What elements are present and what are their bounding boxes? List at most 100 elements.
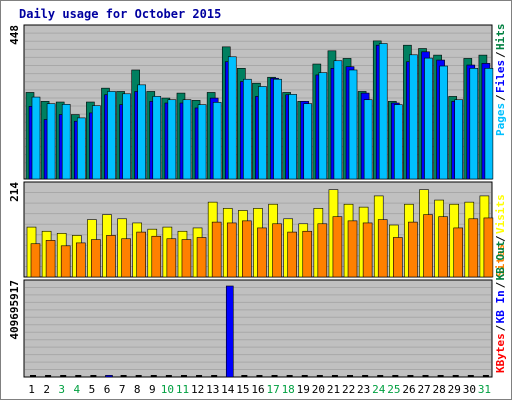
sites-bar (151, 235, 162, 278)
kb-baseline-mark (377, 375, 384, 377)
x-tick-label: 10 (161, 383, 174, 396)
sites-bar (377, 219, 388, 278)
pages-bar (92, 105, 101, 180)
legend-1-item: Pages (494, 103, 507, 136)
x-tick-label: 29 (448, 383, 461, 396)
legend-separator: / (494, 51, 507, 58)
x-tick-label: 26 (402, 383, 415, 396)
sites-bar (30, 243, 41, 278)
x-tick-label: 19 (297, 383, 310, 396)
kb-baseline-mark (362, 375, 369, 377)
chart-title: Daily usage for October 2015 (19, 7, 222, 21)
pages-bar (167, 99, 177, 180)
kb-baseline-mark (75, 375, 82, 377)
x-tick-label: 11 (176, 383, 189, 396)
x-tick-label: 21 (327, 383, 340, 396)
x-tick-label: 20 (312, 383, 325, 396)
legend-2-item: Sites (494, 244, 507, 277)
legend-separator: / (494, 281, 507, 288)
sites-bar (106, 235, 116, 278)
x-tick-label: 2 (43, 383, 50, 396)
sites-bar (60, 245, 71, 278)
kb-baseline-mark (482, 375, 489, 377)
sites-bar (483, 217, 494, 278)
kb-baseline-mark (165, 375, 172, 377)
legend-3-item: KB In (494, 290, 507, 323)
sites-bar (75, 242, 86, 278)
pages-bar (197, 104, 207, 180)
legend-1-item: Hits (494, 24, 507, 51)
sites-bar (453, 227, 464, 278)
pages-bar (424, 57, 433, 180)
pages-bar (31, 96, 41, 180)
x-tick-label: 15 (236, 383, 249, 396)
panel-1-max-label: 448 (8, 25, 21, 45)
x-tick-label: 12 (191, 383, 204, 396)
kb-baseline-mark (316, 375, 323, 377)
pages-bar (439, 65, 448, 180)
kb-baseline-mark (467, 375, 474, 377)
pages-bar (61, 104, 71, 180)
sites-bar (91, 239, 101, 278)
x-tick-label: 25 (387, 383, 400, 396)
sites-bar (242, 220, 252, 278)
pages-bar (182, 99, 192, 180)
kb-baseline-mark (45, 375, 52, 377)
kb-baseline-mark (256, 375, 263, 377)
sites-bar (317, 223, 328, 278)
x-tick-label: 7 (119, 383, 126, 396)
kb-baseline-mark (347, 375, 354, 377)
pages-bar (318, 72, 328, 180)
sites-bar (468, 218, 479, 278)
legend-3-item: KBytes (494, 333, 507, 373)
sites-bar (302, 230, 313, 278)
sites-bar (257, 227, 267, 278)
x-tick-label: 5 (89, 383, 96, 396)
x-tick-label: 30 (463, 383, 476, 396)
pages-bar (46, 103, 56, 180)
x-tick-label: 31 (478, 383, 491, 396)
x-tick-label: 22 (342, 383, 355, 396)
kb-baseline-mark (331, 375, 338, 377)
legend-separator: / (494, 94, 507, 101)
panel-2-max-label: 214 (8, 182, 21, 202)
x-tick-label: 4 (74, 383, 81, 396)
kb-baseline-mark (180, 375, 187, 377)
kb-baseline-mark (196, 375, 203, 377)
sites-bar (332, 216, 343, 278)
x-tick-label: 3 (58, 383, 65, 396)
sites-bar (393, 237, 403, 278)
pages-bar (333, 60, 343, 180)
kb-baseline-mark (90, 375, 97, 377)
pages-bar (122, 93, 131, 180)
sites-bar (166, 238, 177, 278)
sites-bar (121, 238, 131, 278)
kb-baseline-mark (271, 375, 278, 377)
x-tick-label: 14 (221, 383, 235, 396)
sites-bar (211, 221, 222, 278)
legend-separator: / (494, 235, 507, 242)
sites-bar (45, 240, 56, 278)
pages-bar (258, 86, 267, 180)
pages-bar (348, 69, 358, 180)
pages-bar (454, 99, 464, 180)
x-tick-label: 16 (251, 383, 264, 396)
kb-baseline-mark (407, 375, 414, 377)
kb-baseline-mark (286, 375, 293, 377)
kb-baseline-mark (241, 375, 248, 377)
pages-bar (288, 94, 297, 180)
sites-bar (423, 214, 433, 278)
sites-bar (287, 231, 297, 278)
pages-bar (227, 56, 237, 180)
kb-baseline-mark (452, 375, 459, 377)
sites-bar (196, 237, 207, 278)
x-tick-label: 18 (282, 383, 295, 396)
kb-baseline-mark (150, 375, 157, 377)
x-tick-label: 13 (206, 383, 219, 396)
x-tick-label: 27 (417, 383, 430, 396)
kb-baseline-mark (30, 375, 36, 377)
legend-1-item: Files (494, 60, 507, 93)
sites-bar (181, 239, 192, 278)
